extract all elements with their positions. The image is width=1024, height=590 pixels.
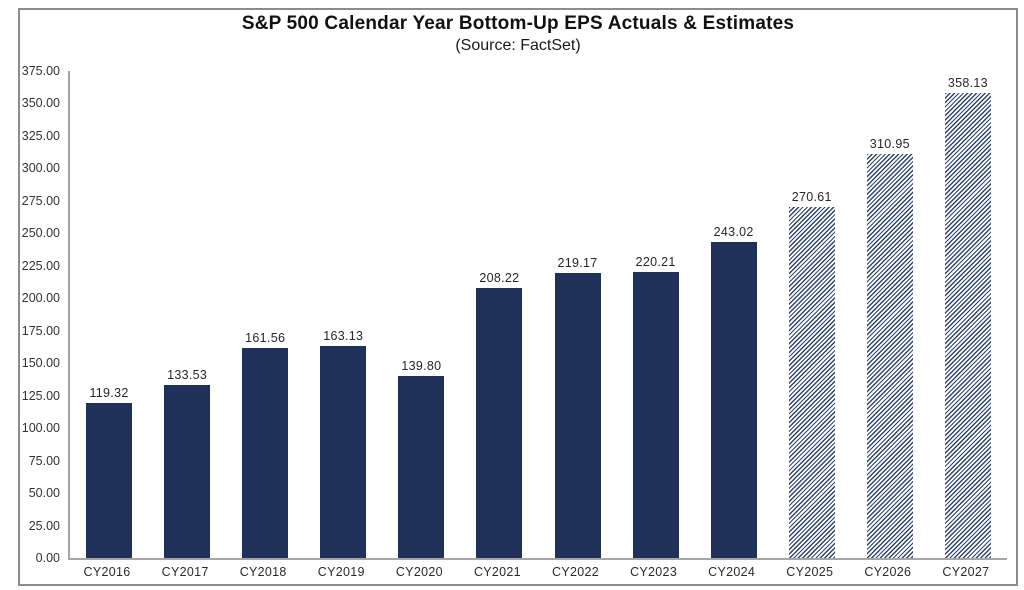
bar-estimate — [788, 206, 835, 558]
bar-value-label: 133.53 — [167, 367, 208, 382]
bar-estimate — [944, 92, 991, 558]
y-tick-label: 200.00 — [21, 291, 60, 306]
bar-value-label: 139.80 — [401, 359, 442, 374]
bar-group: 133.53 — [148, 71, 226, 558]
y-tick-label: 350.00 — [21, 96, 60, 111]
bar-group: 270.61 — [773, 71, 851, 558]
y-tick-label: 325.00 — [21, 128, 60, 143]
x-tick-label: CY2018 — [239, 565, 287, 579]
bar-value-label: 208.22 — [479, 270, 520, 285]
x-tick-label: CY2026 — [864, 565, 912, 579]
bar-group: 243.02 — [695, 71, 773, 558]
bar-actual — [398, 376, 445, 558]
bar-value-label: 163.13 — [323, 329, 364, 344]
bar-group: 310.95 — [851, 71, 929, 558]
bar-value-label: 119.32 — [89, 386, 129, 400]
bar-actual — [320, 346, 367, 558]
bar-actual — [242, 348, 289, 558]
y-tick-label: 50.00 — [28, 486, 60, 501]
bar-value-label: 161.56 — [245, 331, 286, 346]
y-tick-label: 75.00 — [28, 453, 60, 468]
bar-estimate — [866, 154, 913, 558]
y-tick-label: 250.00 — [21, 226, 60, 241]
bar-actual — [710, 242, 757, 558]
x-tick-label: CY2027 — [942, 565, 990, 579]
bar-actual — [164, 384, 211, 558]
bar-value-label: 219.17 — [557, 256, 598, 271]
bar-actual — [476, 287, 523, 558]
bar-actual — [86, 403, 133, 558]
x-tick-label: CY2021 — [473, 565, 521, 579]
chart-frame: S&P 500 Calendar Year Bottom-Up EPS Actu… — [18, 8, 1018, 586]
chart-subtitle: (Source: FactSet) — [455, 37, 581, 54]
bar-group: 219.17 — [538, 71, 616, 558]
bar-actual — [554, 273, 601, 558]
x-tick-label: CY2017 — [161, 565, 209, 579]
y-tick-label: 100.00 — [21, 421, 60, 436]
y-tick-label: 125.00 — [21, 388, 60, 403]
bar-group: 163.13 — [304, 71, 382, 558]
x-axis: CY2016 CY2017 CY2018 CY2019 CY2020 CY2021 CY20… — [68, 565, 1005, 579]
y-tick-label: 300.00 — [21, 161, 60, 176]
bar-group: 161.56 — [226, 71, 304, 558]
x-tick-label: CY2024 — [708, 565, 756, 579]
x-tick-label: CY2022 — [552, 565, 599, 579]
y-tick-label: 0.00 — [35, 551, 60, 565]
bar-value-label: 243.02 — [713, 225, 754, 240]
y-tick-label: 25.00 — [28, 518, 60, 533]
bar-group: 220.21 — [617, 71, 695, 558]
bar-value-label: 310.95 — [869, 137, 910, 152]
y-tick-label: 150.00 — [21, 356, 60, 371]
bar-value-label: 358.13 — [947, 75, 988, 90]
bar-actual — [632, 272, 679, 558]
y-tick-label: 225.00 — [21, 258, 60, 273]
bar-group: 358.13 — [929, 71, 1007, 558]
y-tick-label: 375.00 — [21, 64, 60, 78]
x-tick-label: CY2025 — [786, 565, 834, 579]
x-tick-label: CY2016 — [83, 565, 131, 579]
bar-group: 119.32 — [70, 71, 148, 558]
x-tick-label: CY2023 — [630, 565, 678, 579]
y-tick-label: 275.00 — [21, 193, 60, 208]
chart-title: S&P 500 Calendar Year Bottom-Up EPS Actu… — [241, 13, 795, 34]
bar-value-label: 270.61 — [791, 189, 832, 204]
bar-group: 208.22 — [460, 71, 538, 558]
y-axis: 0.00 25.00 50.00 75.00 100.00 125.00 150.00 175… — [20, 10, 60, 584]
bar-group: 139.80 — [382, 71, 460, 558]
y-tick-label: 175.00 — [21, 323, 60, 338]
x-tick-label: CY2020 — [395, 565, 443, 579]
x-tick-label: CY2019 — [317, 565, 365, 579]
plot-area: 119.32 133.53 161.56 163.13 139.80 208.22 219.… — [68, 71, 1007, 560]
bar-value-label: 220.21 — [635, 255, 676, 269]
